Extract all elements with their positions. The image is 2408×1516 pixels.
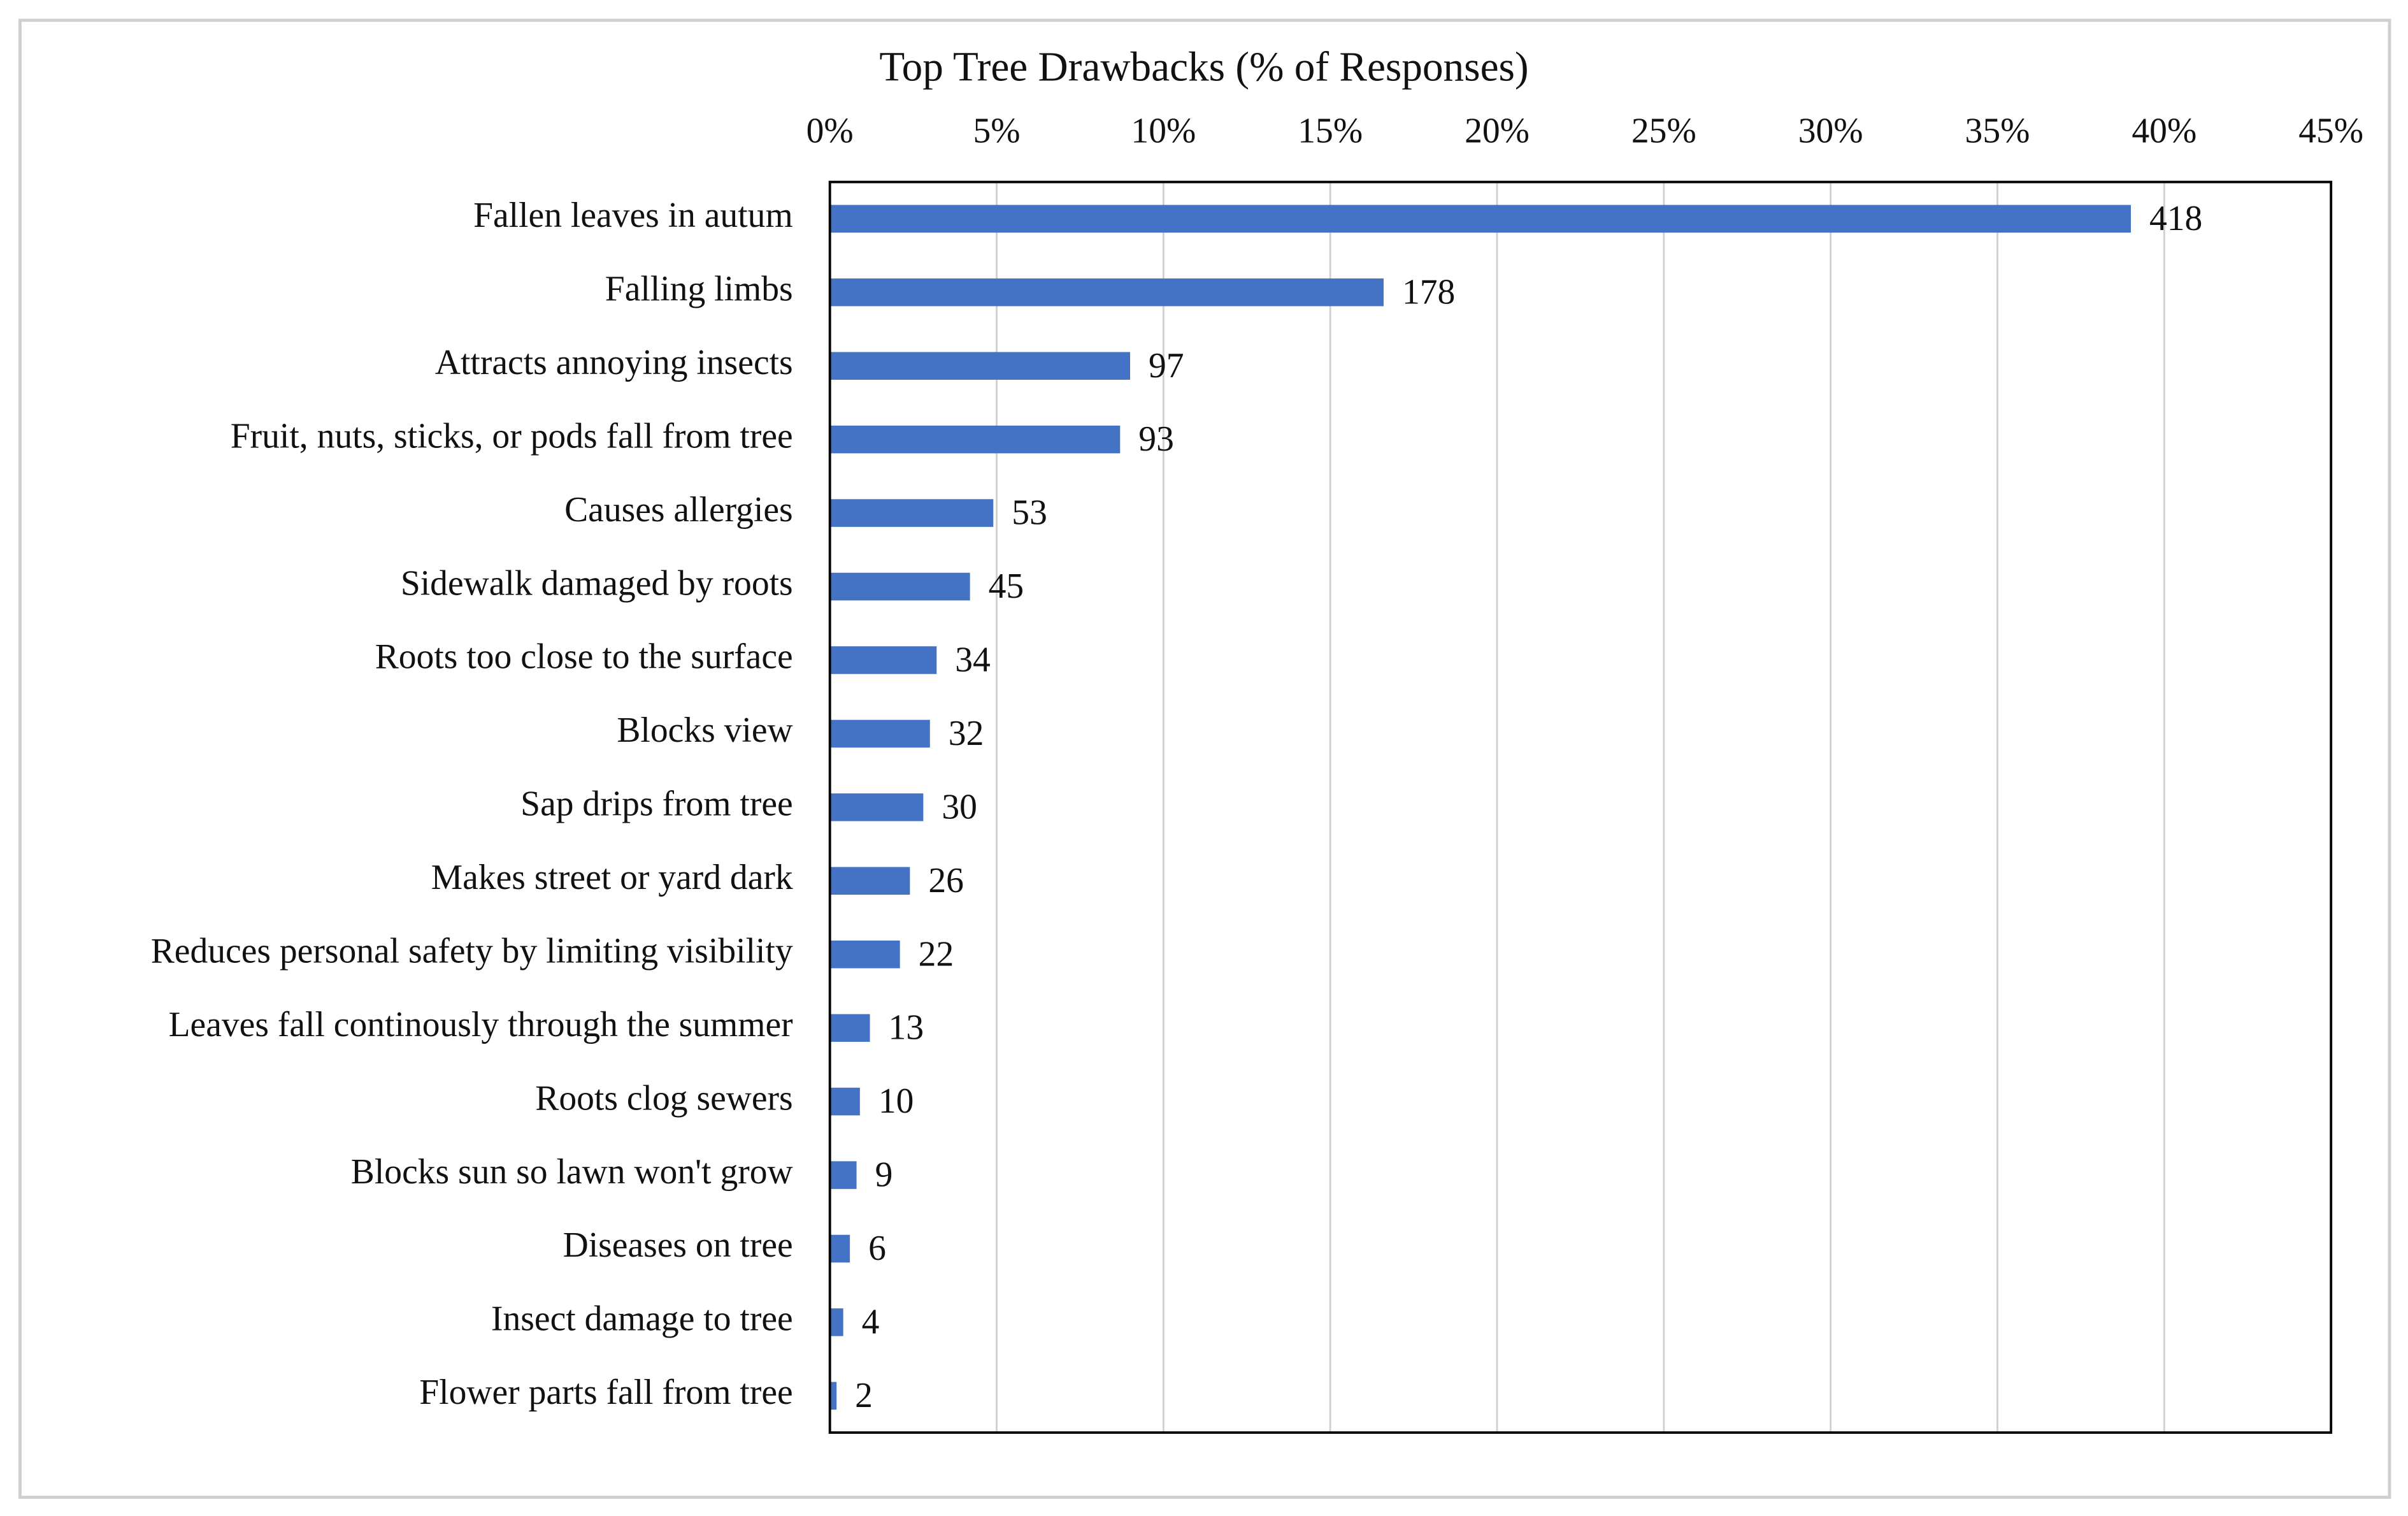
y-tick-label: Sidewalk damaged by roots [401,563,793,603]
data-label: 26 [928,861,964,900]
bar [829,572,970,601]
y-tick-label: Falling limbs [605,269,793,308]
y-tick-label: Blocks view [617,711,792,750]
bar [829,278,1384,307]
data-label: 9 [875,1155,893,1195]
y-tick-label: Roots clog sewers [535,1078,792,1118]
x-tick-label: 25% [1631,111,1696,150]
grid: 0% 5% 10% 15% 20% 25% 30% 35% 40% 45% [806,111,2363,1433]
bar [829,1234,850,1263]
x-tick-label: 15% [1298,111,1363,150]
x-tick-label: 45% [2298,111,2363,150]
data-label: 2 [855,1376,873,1415]
bar [829,425,1121,454]
data-label: 53 [1012,493,1047,533]
data-label: 34 [955,640,991,680]
bar [829,1308,843,1336]
bar [829,1161,857,1189]
x-tick-label: 30% [1798,111,1863,150]
x-tick-label: 35% [1965,111,2030,150]
data-label: 93 [1138,419,1174,459]
bar [829,867,910,895]
bar [829,352,1130,380]
y-tick-label: Diseases on tree [563,1225,793,1265]
data-label: 13 [889,1008,924,1048]
y-tick-label: Insect damage to tree [491,1299,793,1339]
x-tick-label: 5% [973,111,1020,150]
chart-frame [18,18,2391,1499]
bar [829,793,924,821]
bar [829,1014,870,1042]
data-label: 178 [1402,272,1455,312]
data-label: 418 [2149,199,2202,238]
y-tick-label: Leaves fall continously through the summ… [169,1005,794,1044]
y-tick-label: Fruit, nuts, sticks, or pods fall from t… [231,416,793,456]
plot: Fallen leaves in autum 418 Falling limbs 17… [151,196,2203,1415]
plot-border [828,180,2333,1434]
data-label: 30 [942,787,977,827]
y-tick-label: Attracts annoying insects [435,343,793,382]
data-label: 10 [878,1081,914,1121]
bar [829,1382,837,1410]
data-label: 45 [989,567,1024,606]
data-label: 22 [919,934,954,974]
y-tick-label: Makes street or yard dark [431,858,793,897]
bar [829,940,900,969]
bar [829,719,930,748]
data-label: 4 [862,1303,880,1342]
bar [829,499,994,527]
bar [829,646,937,674]
y-tick-label: Roots too close to the surface [375,637,793,677]
data-label: 32 [949,714,984,753]
y-tick-label: Reduces personal safety by limiting visi… [151,931,793,971]
bar [829,205,2131,233]
y-tick-label: Blocks sun so lawn won't grow [351,1152,793,1192]
y-tick-label: Flower parts fall from tree [419,1373,792,1412]
y-tick-label: Causes allergies [564,490,793,530]
x-tick-label: 40% [2132,111,2197,150]
y-tick-label: Sap drips from tree [520,784,793,824]
chart-title: Top Tree Drawbacks (% of Responses) [879,45,1528,90]
y-tick-label: Fallen leaves in autum [473,196,793,235]
bar [829,1087,860,1116]
data-label: 6 [868,1229,886,1268]
x-tick-label: 20% [1465,111,1530,150]
x-tick-label: 10% [1131,111,1196,150]
x-tick-label: 0% [806,111,854,150]
data-label: 97 [1149,346,1184,386]
